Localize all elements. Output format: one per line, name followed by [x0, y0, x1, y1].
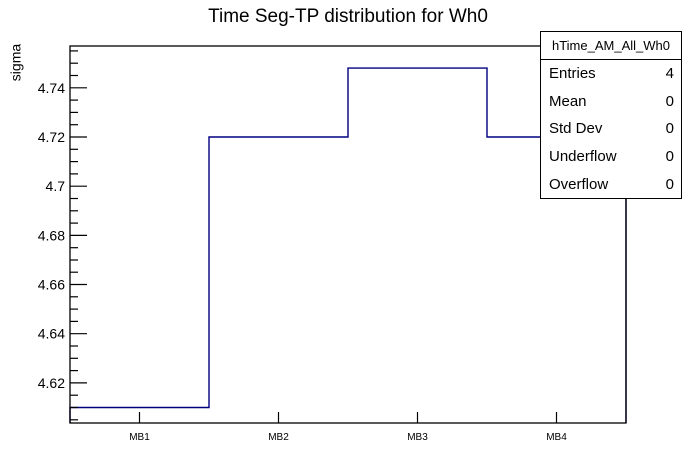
stats-value: 0: [665, 92, 674, 110]
x-axis-tick-label: MB2: [268, 432, 289, 443]
y-axis-tick-label: 4.62: [38, 375, 65, 391]
stats-box-title: hTime_AM_All_Wh0: [541, 32, 681, 60]
stats-row-mean: Mean 0: [541, 88, 681, 116]
stats-row-stddev: Std Dev 0: [541, 115, 681, 143]
y-axis-tick-label: 4.66: [38, 277, 65, 293]
stats-label: Mean: [549, 92, 587, 110]
stats-label: Std Dev: [549, 120, 603, 138]
stats-box: hTime_AM_All_Wh0 Entries 4 Mean 0 Std De…: [540, 31, 682, 199]
stats-value: 4: [665, 65, 674, 83]
stats-value: 0: [665, 148, 674, 166]
y-axis-tick-label: 4.68: [38, 227, 65, 243]
stats-label: Underflow: [549, 148, 617, 166]
stats-row-underflow: Underflow 0: [541, 143, 681, 171]
plot-frame: [69, 45, 627, 424]
y-axis-tick-label: 4.64: [38, 326, 65, 342]
stats-rows: Entries 4 Mean 0 Std Dev 0 Underflow 0 O…: [541, 60, 681, 198]
y-axis-tick-label: 4.74: [38, 80, 65, 96]
stats-row-entries: Entries 4: [541, 60, 681, 88]
y-axis-tick-label: 4.72: [38, 129, 65, 145]
stats-row-overflow: Overflow 0: [541, 170, 681, 198]
chart-title: Time Seg-TP distribution for Wh0: [208, 6, 488, 27]
y-axis-tick-label: 4.7: [46, 178, 66, 194]
x-axis-tick-label: MB4: [546, 432, 567, 443]
x-axis-tick-label: MB3: [407, 432, 428, 443]
stats-value: 0: [665, 175, 674, 193]
stats-value: 0: [665, 120, 674, 138]
stats-label: Entries: [549, 65, 596, 83]
x-axis-tick-label: MB1: [129, 432, 150, 443]
stats-label: Overflow: [549, 175, 609, 193]
